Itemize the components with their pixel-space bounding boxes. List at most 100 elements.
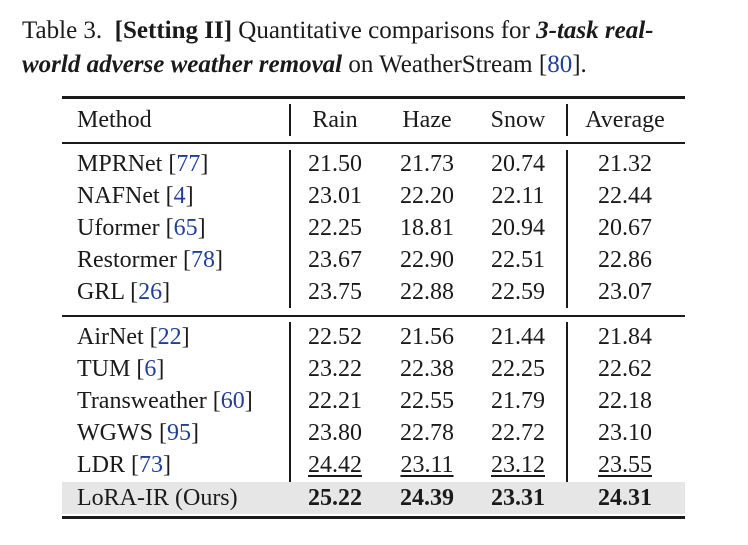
method-name: Transweather [60] <box>77 385 253 417</box>
haze-value: 22.38 <box>400 356 454 382</box>
table-row-ours: LoRA-IR (Ours) 25.22 24.39 23.31 24.31 <box>62 482 685 514</box>
ref-bracket: ] <box>197 215 206 241</box>
group2-vline-right <box>566 322 568 514</box>
rain-value: 23.01 <box>308 183 362 209</box>
caption-text: Quantitative comparisons for <box>238 17 530 44</box>
snow-value: 22.25 <box>491 356 545 382</box>
ref-bracket: ] <box>190 420 199 446</box>
method-name: Uformer [65] <box>77 212 206 244</box>
header-vline-right <box>566 104 568 136</box>
haze-value: 21.73 <box>400 151 454 177</box>
ref-bracket: ] <box>214 247 223 273</box>
ref-bracket: ] <box>244 388 253 414</box>
rain-value: 22.25 <box>308 215 362 241</box>
method-ref[interactable]: 60 <box>220 388 245 414</box>
haze-value: 22.88 <box>400 279 454 305</box>
method-ref[interactable]: 78 <box>190 247 215 273</box>
table-row: AirNet [22] 22.52 21.56 21.44 21.84 <box>62 321 685 353</box>
header-average: Average <box>585 107 665 133</box>
method-label: GRL [ <box>77 279 139 305</box>
haze-value: 18.81 <box>400 215 454 241</box>
table-header-row: Method Rain Haze Snow Average <box>62 104 685 136</box>
method-label: Restormer [ <box>77 247 191 273</box>
method-name: AirNet [22] <box>77 321 190 353</box>
method-ref[interactable]: 26 <box>138 279 163 305</box>
method-ref[interactable]: 6 <box>144 356 157 382</box>
method-name-ours: LoRA-IR (Ours) <box>77 485 238 511</box>
method-name: LDR [73] <box>77 449 171 481</box>
average-value: 22.62 <box>598 356 652 382</box>
snow-value-best: 23.31 <box>491 485 545 511</box>
table-row: MPRNet [77] 21.50 21.73 20.74 21.32 <box>62 148 685 180</box>
rain-value-best: 25.22 <box>308 485 362 511</box>
method-ref[interactable]: 22 <box>157 324 182 350</box>
average-value: 23.07 <box>598 279 652 305</box>
rain-value: 23.67 <box>308 247 362 273</box>
snow-value: 21.79 <box>491 388 545 414</box>
table-row: Restormer [78] 23.67 22.90 22.51 22.86 <box>62 244 685 276</box>
haze-value: 23.11 <box>400 452 454 478</box>
haze-value: 22.20 <box>400 183 454 209</box>
average-value: 21.84 <box>598 324 652 350</box>
method-label: TUM [ <box>77 356 145 382</box>
caption-setting: [Setting II] <box>114 17 233 44</box>
haze-value: 22.55 <box>400 388 454 414</box>
average-value: 22.18 <box>598 388 652 414</box>
caption-task: 3-task real- <box>536 17 654 44</box>
method-label: LDR [ <box>77 452 139 478</box>
ref-bracket: ] <box>163 452 171 478</box>
table-row-second-best: LDR [73] 24.42 23.11 23.12 23.55 <box>62 449 685 481</box>
average-value: 23.10 <box>598 420 652 446</box>
header-snow: Snow <box>490 107 546 133</box>
method-name: TUM [6] <box>77 353 164 385</box>
average-value: 20.67 <box>598 215 652 241</box>
average-value: 21.32 <box>598 151 652 177</box>
caption-prefix: Table 3. <box>22 17 103 44</box>
method-label: WGWS [ <box>77 420 167 446</box>
rain-value: 23.80 <box>308 420 362 446</box>
snow-value: 21.44 <box>491 324 545 350</box>
method-label: Transweather [ <box>77 388 221 414</box>
method-ref[interactable]: 4 <box>173 183 186 209</box>
method-name: WGWS [95] <box>77 417 199 449</box>
table-row: GRL [26] 23.75 22.88 22.59 23.07 <box>62 276 685 308</box>
rain-value: 23.22 <box>308 356 362 382</box>
table-caption: Table 3. [Setting II] Quantitative compa… <box>22 14 744 82</box>
method-name: NAFNet [4] <box>77 180 194 212</box>
method-name: Restormer [78] <box>77 244 223 276</box>
snow-value: 22.72 <box>491 420 545 446</box>
snow-value: 20.74 <box>491 151 545 177</box>
method-ref[interactable]: 73 <box>139 452 163 478</box>
rain-value: 23.75 <box>308 279 362 305</box>
haze-value: 22.90 <box>400 247 454 273</box>
table-row: Transweather [60] 22.21 22.55 21.79 22.1… <box>62 385 685 417</box>
method-label: AirNet [ <box>77 324 158 350</box>
caption-line-1: Table 3. [Setting II] Quantitative compa… <box>22 14 744 48</box>
method-ref[interactable]: 65 <box>173 215 198 241</box>
method-name: GRL [26] <box>77 276 170 308</box>
method-label: MPRNet [ <box>77 151 177 177</box>
table-top-rule <box>62 96 685 99</box>
rain-value: 24.42 <box>308 452 362 478</box>
group1-vline-left <box>289 150 291 308</box>
snow-value: 22.51 <box>491 247 545 273</box>
group1-vline-right <box>566 150 568 308</box>
table-row: NAFNet [4] 23.01 22.20 22.11 22.44 <box>62 180 685 212</box>
caption-text-3: ]. <box>572 51 587 78</box>
table-row: TUM [6] 23.22 22.38 22.25 22.62 <box>62 353 685 385</box>
snow-value: 20.94 <box>491 215 545 241</box>
ref-bracket: ] <box>200 151 209 177</box>
header-method: Method <box>77 107 152 133</box>
caption-task-cont: world adverse weather removal <box>22 51 343 78</box>
caption-ref[interactable]: 80 <box>547 51 573 78</box>
average-value: 23.55 <box>598 452 652 478</box>
header-rule <box>62 142 685 144</box>
ref-bracket: ] <box>156 356 165 382</box>
header-rain: Rain <box>312 107 358 133</box>
group-separator-rule <box>62 315 685 317</box>
average-value-best: 24.31 <box>598 485 652 511</box>
ref-bracket: ] <box>181 324 190 350</box>
header-haze: Haze <box>402 107 452 133</box>
method-ref[interactable]: 77 <box>176 151 201 177</box>
method-ref[interactable]: 95 <box>166 420 191 446</box>
